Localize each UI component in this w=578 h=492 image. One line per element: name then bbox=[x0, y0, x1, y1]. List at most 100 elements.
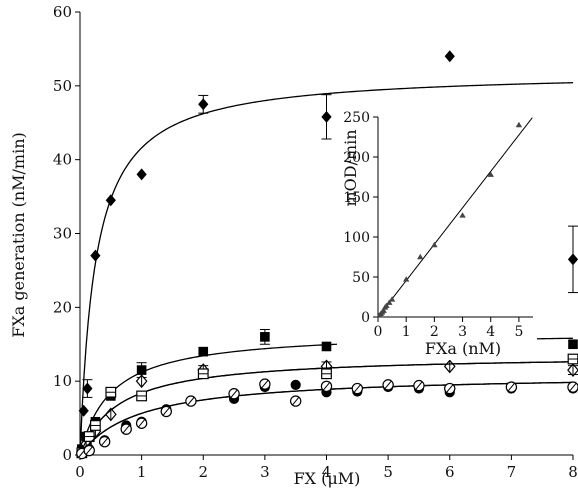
data-point bbox=[383, 302, 390, 309]
inset-background bbox=[337, 108, 537, 360]
data-point bbox=[388, 296, 396, 302]
x-tick-label: 2 bbox=[198, 463, 208, 481]
marker-center-line bbox=[446, 384, 454, 393]
data-point bbox=[320, 380, 333, 393]
marker-center-line bbox=[323, 382, 330, 391]
inset-y-axis-label: mOD/min bbox=[341, 129, 360, 206]
data-point bbox=[505, 381, 518, 393]
data-point bbox=[380, 307, 387, 313]
data-point bbox=[321, 368, 332, 380]
inset-plot: 0 50 100 150 200 250 0 1 2 3 4 5 bbox=[337, 108, 537, 360]
data-point bbox=[289, 395, 302, 407]
fit-curve bbox=[79, 361, 574, 456]
y-tick-label: 100 bbox=[343, 230, 370, 246]
data-point bbox=[90, 249, 101, 262]
data-point bbox=[487, 171, 494, 177]
data-point bbox=[135, 374, 148, 389]
series-open-square bbox=[76, 353, 578, 459]
x-tick-label: 1 bbox=[137, 463, 147, 481]
data-point bbox=[105, 194, 116, 207]
data-point bbox=[351, 382, 364, 395]
y-tick-label: 250 bbox=[343, 110, 370, 126]
marker-center-line bbox=[230, 389, 238, 398]
data-point bbox=[185, 395, 197, 407]
y-tick-label: 30 bbox=[53, 225, 72, 243]
main-y-axis-label: FXa generation (nM/min) bbox=[9, 132, 28, 338]
main-x-axis-label: FX (μM) bbox=[294, 469, 361, 488]
data-point bbox=[160, 405, 172, 418]
data-point bbox=[78, 404, 89, 417]
y-tick-label: 60 bbox=[53, 3, 72, 21]
series-filled-triangle bbox=[376, 117, 533, 318]
data-point bbox=[83, 444, 95, 457]
data-point bbox=[98, 436, 111, 448]
x-tick-label: 4 bbox=[486, 324, 495, 340]
data-point bbox=[431, 241, 438, 248]
data-point bbox=[567, 353, 578, 365]
marker-center-line bbox=[415, 381, 423, 390]
fit-curve bbox=[79, 82, 574, 456]
data-point bbox=[198, 346, 209, 357]
x-tick-label: 0 bbox=[374, 324, 383, 340]
y-tick-label: 0 bbox=[62, 446, 72, 464]
data-point bbox=[105, 386, 117, 398]
y-tick-label: 0 bbox=[361, 310, 370, 326]
x-tick-label: 3 bbox=[260, 463, 270, 481]
data-point bbox=[417, 253, 424, 260]
marker-center-line bbox=[138, 419, 146, 428]
data-point bbox=[82, 382, 93, 395]
data-point bbox=[259, 378, 271, 390]
x-tick-label: 7 bbox=[507, 463, 517, 481]
data-point bbox=[90, 420, 101, 431]
data-point bbox=[443, 359, 456, 374]
x-tick-label: 2 bbox=[430, 324, 439, 340]
inset-x-axis-label: FXa (nM) bbox=[425, 339, 501, 358]
fit-curve bbox=[377, 117, 533, 318]
marker-center-line bbox=[162, 407, 170, 416]
y-tick-label: 40 bbox=[53, 151, 72, 169]
x-tick-label: 1 bbox=[402, 324, 411, 340]
marker-center-line bbox=[569, 383, 577, 391]
data-point bbox=[290, 379, 301, 390]
data-point bbox=[413, 379, 425, 392]
data-point bbox=[198, 98, 209, 111]
data-point bbox=[321, 110, 332, 123]
data-point bbox=[386, 299, 393, 305]
series-open-circle bbox=[76, 378, 578, 460]
marker-center-line bbox=[384, 380, 392, 389]
x-tick-label: 4 bbox=[322, 463, 332, 481]
marker-center-line bbox=[187, 397, 195, 406]
data-point bbox=[459, 212, 466, 218]
data-point bbox=[515, 121, 523, 128]
data-point bbox=[136, 168, 147, 181]
x-tick-label: 0 bbox=[75, 463, 85, 481]
data-point bbox=[83, 431, 95, 442]
data-point bbox=[197, 368, 209, 380]
x-tick-label: 5 bbox=[514, 324, 523, 340]
marker-center-line bbox=[85, 446, 93, 455]
data-point bbox=[260, 332, 270, 342]
marker-center-line bbox=[101, 437, 109, 446]
data-point bbox=[136, 365, 147, 375]
data-point bbox=[567, 381, 578, 393]
y-tick-label: 10 bbox=[53, 372, 72, 390]
data-point bbox=[321, 341, 332, 352]
marker-center-line bbox=[261, 380, 269, 389]
data-point bbox=[136, 390, 148, 402]
x-tick-label: 6 bbox=[445, 463, 455, 481]
data-point bbox=[444, 382, 456, 395]
marker-center-line bbox=[122, 425, 130, 434]
x-tick-label: 8 bbox=[568, 463, 578, 481]
data-point bbox=[567, 363, 578, 378]
marker-center-line bbox=[507, 383, 515, 391]
y-tick-label: 20 bbox=[53, 298, 72, 316]
x-tick-label: 3 bbox=[458, 324, 467, 340]
data-point bbox=[228, 388, 240, 400]
data-point bbox=[444, 50, 455, 63]
data-point bbox=[382, 379, 394, 391]
data-point bbox=[568, 339, 578, 350]
y-tick-label: 50 bbox=[352, 270, 370, 286]
y-tick-label: 150 bbox=[343, 190, 370, 206]
